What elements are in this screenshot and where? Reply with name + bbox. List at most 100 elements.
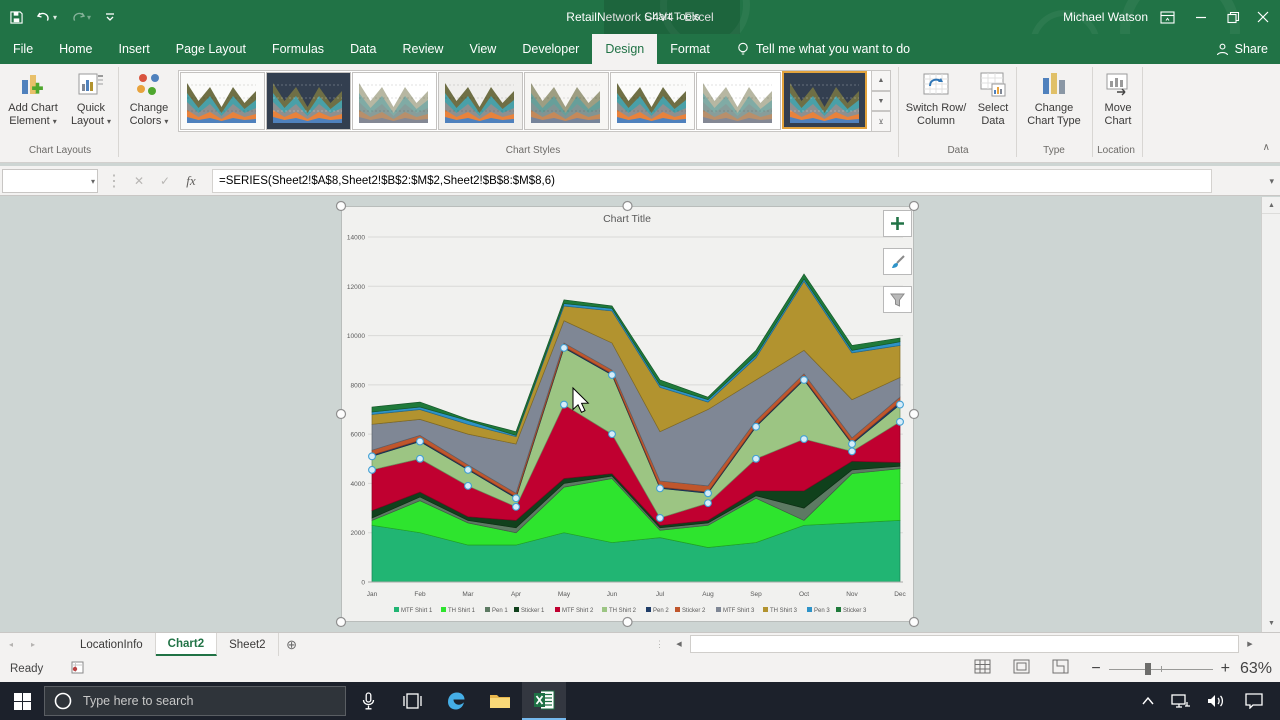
formula-input[interactable]: =SERIES(Sheet2!$A$8,Sheet2!$B$2:$M$2,She… — [212, 168, 1212, 193]
task-view-button[interactable] — [390, 682, 434, 720]
sheet-nav-next-icon[interactable]: ▸ — [30, 640, 35, 649]
normal-view-icon[interactable] — [974, 659, 991, 679]
cancel-icon[interactable]: ✕ — [133, 173, 145, 188]
sheet-tab-sheet2[interactable]: Sheet2 — [217, 633, 279, 656]
macro-record-icon[interactable] — [71, 661, 85, 677]
sheet-tab-chart2[interactable]: Chart2 — [155, 633, 218, 656]
tell-me-box[interactable]: Tell me what you want to do — [723, 34, 924, 64]
hscroll-track[interactable] — [690, 635, 1239, 653]
file-explorer-icon[interactable] — [478, 682, 522, 720]
horizontal-scrollbar[interactable]: ⋮ ◀ ▶ — [655, 634, 1261, 654]
zoom-level[interactable]: 63% — [1239, 660, 1272, 677]
volume-icon[interactable] — [1198, 682, 1234, 720]
ribbon-tab-format[interactable]: Format — [670, 42, 710, 56]
page-break-view-icon[interactable] — [1052, 659, 1069, 679]
zoom-tick — [1160, 665, 1162, 672]
undo-dropdown-icon[interactable]: ▾ — [53, 12, 58, 22]
insert-function-icon[interactable]: fx — [186, 172, 196, 188]
gallery-up-button[interactable]: ▲ — [872, 70, 891, 91]
zoom-in-icon[interactable]: + — [1220, 660, 1230, 677]
chart-style-thumbnail-style-2[interactable] — [266, 72, 351, 130]
ribbon-tab-file[interactable]: File — [13, 42, 34, 56]
edge-browser-icon[interactable] — [434, 682, 478, 720]
gallery-more-button[interactable]: ⊻ — [872, 111, 891, 133]
ribbon-tab-design[interactable]: Design — [592, 34, 658, 64]
chart-style-thumbnail-style-6[interactable] — [610, 72, 695, 130]
tray-expand-icon[interactable] — [1132, 682, 1164, 720]
zoom-out-icon[interactable]: − — [1091, 660, 1101, 677]
chart-style-thumbnail-style-1[interactable] — [180, 72, 265, 130]
restore-button[interactable] — [1216, 0, 1250, 34]
vertical-scrollbar[interactable]: ▲ ▼ — [1261, 197, 1280, 632]
move-chart-button[interactable]: Move Chart — [1095, 68, 1141, 142]
sheet-nav-prev-icon[interactable]: ◂ — [8, 640, 13, 649]
start-button[interactable] — [0, 682, 44, 720]
switch-row-column-button[interactable]: Switch Row/Column — [903, 68, 969, 142]
svg-text:Aug: Aug — [702, 591, 714, 598]
ribbon-tab-view[interactable]: View — [469, 42, 497, 56]
ribbon-tab-developer[interactable]: Developer — [522, 42, 580, 56]
tabbar-splitter[interactable]: ⋮ — [655, 638, 664, 649]
person-icon — [1216, 43, 1228, 55]
excel-taskbar-icon[interactable] — [522, 682, 566, 720]
paintbrush-icon — [891, 254, 905, 268]
chart-style-thumbnail-style-3[interactable] — [352, 72, 437, 130]
ribbon-tab-page-layout[interactable]: Page Layout — [175, 42, 246, 56]
ribbon-tab-home[interactable]: Home — [59, 42, 93, 56]
scroll-down-button[interactable]: ▼ — [1262, 615, 1280, 632]
action-center-icon[interactable] — [1234, 682, 1274, 720]
chart-style-thumbnail-style-5[interactable] — [524, 72, 609, 130]
chart-filters-button[interactable] — [883, 286, 912, 313]
switch-row-column-icon — [921, 68, 951, 102]
hscroll-right-icon[interactable]: ▶ — [1247, 641, 1253, 648]
chart-styles-gallery — [178, 70, 872, 132]
group-divider — [898, 67, 899, 157]
chart-style-thumbnail-style-4[interactable] — [438, 72, 523, 130]
chart-styles-button[interactable] — [883, 248, 912, 275]
hscroll-left-icon[interactable]: ◀ — [676, 641, 682, 648]
group-divider — [118, 67, 119, 157]
collapse-ribbon-icon[interactable]: ∧ — [1262, 142, 1270, 153]
zoom-thumb[interactable] — [1144, 662, 1151, 675]
svg-text:2000: 2000 — [351, 530, 366, 537]
chart-elements-button[interactable] — [883, 210, 912, 237]
gallery-down-button[interactable]: ▼ — [872, 90, 891, 112]
zoom-slider[interactable] — [1108, 662, 1213, 675]
ribbon-tab-data[interactable]: Data — [350, 42, 377, 56]
redo-button[interactable]: ▾ — [71, 11, 91, 23]
name-box-dropdown-icon[interactable]: ▾ — [90, 176, 95, 186]
select-data-button[interactable]: Select Data — [970, 68, 1016, 142]
svg-text:Apr: Apr — [511, 591, 522, 598]
new-sheet-button[interactable]: ⊕ — [286, 636, 298, 652]
quick-layout-button[interactable]: Quick Layout ▾ — [62, 68, 120, 142]
chart-style-thumbnail-style-8[interactable] — [782, 71, 867, 129]
sheet-tab-locationinfo[interactable]: LocationInfo — [68, 633, 156, 656]
ribbon-tab-insert[interactable]: Insert — [118, 42, 150, 56]
signed-in-user[interactable]: Michael Watson — [1063, 10, 1148, 24]
change-colors-button[interactable]: Change Colors ▾ — [122, 68, 176, 142]
network-icon[interactable] — [1164, 682, 1198, 720]
expand-formula-bar-icon[interactable]: ▾ — [1269, 176, 1274, 186]
scroll-up-button[interactable]: ▲ — [1262, 197, 1280, 214]
change-chart-type-button[interactable]: Change Chart Type — [1021, 68, 1087, 142]
save-icon[interactable] — [10, 10, 23, 24]
svg-text:MTF Shirt 2: MTF Shirt 2 — [562, 608, 594, 614]
page-layout-view-icon[interactable] — [1013, 659, 1030, 679]
close-button[interactable] — [1246, 0, 1280, 34]
minimize-button[interactable] — [1184, 0, 1218, 34]
undo-button[interactable]: ▾ — [37, 11, 57, 23]
ribbon-tab-review[interactable]: Review — [402, 42, 444, 56]
enter-icon[interactable]: ✓ — [159, 173, 171, 188]
ribbon-tab-formulas[interactable]: Formulas — [271, 42, 325, 56]
share-label: Share — [1234, 42, 1268, 56]
share-button[interactable]: Share — [1216, 34, 1268, 64]
dictation-mic-icon[interactable] — [346, 682, 390, 720]
chart-style-thumbnail-style-7[interactable] — [696, 72, 781, 130]
svg-text:Mar: Mar — [462, 591, 474, 598]
add-chart-element-button[interactable]: Add Chart Element ▾ — [4, 68, 62, 142]
customize-qat-button[interactable] — [105, 11, 115, 23]
ribbon-display-options-button[interactable] — [1150, 0, 1184, 34]
taskbar-search-box[interactable]: Type here to search — [44, 686, 346, 716]
name-box[interactable]: ▾ — [2, 168, 98, 193]
svg-text:Dec: Dec — [894, 591, 906, 598]
